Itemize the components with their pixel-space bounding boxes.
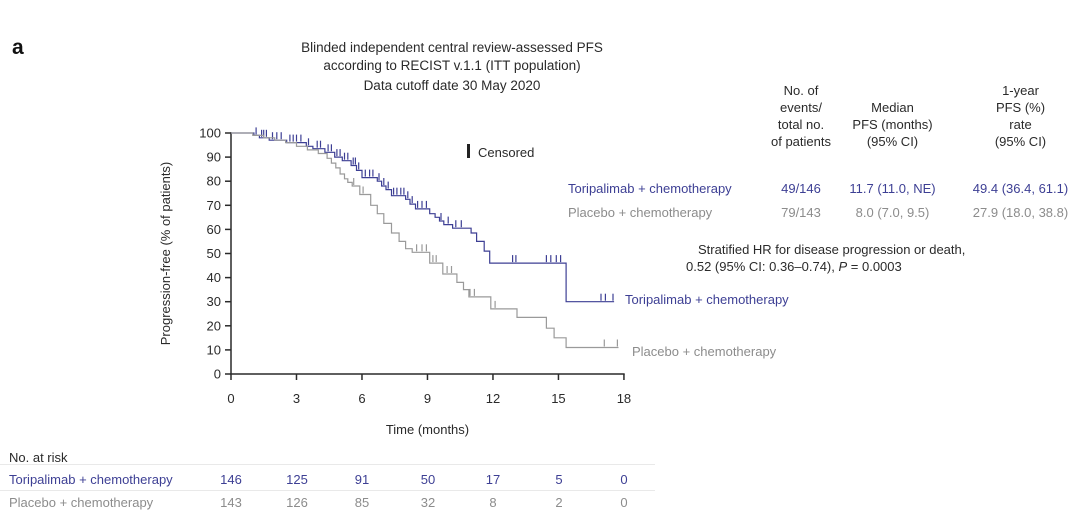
- risk-count: 5: [555, 472, 563, 487]
- risk-count: 0: [620, 495, 628, 510]
- risk-row-label-placebo: Placebo + chemotherapy: [9, 495, 154, 510]
- y-tick-label: 10: [207, 342, 221, 357]
- hr-note-p-symbol: P: [838, 259, 848, 274]
- summary-row-label-toripalimab: Toripalimab + chemotherapy: [568, 181, 732, 196]
- chart-title: Blinded independent central review-asses…: [192, 39, 712, 95]
- risk-table-rule: [0, 490, 655, 491]
- risk-count: 91: [354, 472, 370, 487]
- summary-header-median-pfs: Median PFS (months) (95% CI): [852, 100, 933, 149]
- y-tick-label: 90: [207, 150, 221, 165]
- x-tick-label: 15: [551, 391, 565, 406]
- censored-tick-icon: [467, 144, 470, 158]
- chart-title-line1: Blinded independent central review-asses…: [301, 40, 603, 55]
- risk-count: 0: [620, 472, 628, 487]
- hr-note-line2: 0.52 (95% CI: 0.36–0.74), P = 0.0003: [686, 258, 902, 275]
- y-tick-label: 20: [207, 318, 221, 333]
- curve-label-placebo: Placebo + chemotherapy: [632, 344, 777, 359]
- risk-count: 143: [220, 495, 242, 510]
- summary-1yr-toripalimab: 49.4 (36.4, 61.1): [972, 181, 1069, 196]
- summary-header-1yr-rate: 1-year PFS (%) rate (95% CI): [994, 83, 1047, 149]
- hr-note-p-value: = 0.0003: [847, 259, 902, 274]
- y-tick-label: 40: [207, 270, 221, 285]
- risk-table-title: No. at risk: [9, 450, 68, 465]
- curve-label-toripalimab: Toripalimab + chemotherapy: [625, 292, 789, 307]
- summary-header-events: No. of events/ total no. of patients: [771, 83, 831, 149]
- hr-note-line1: Stratified HR for disease progression or…: [698, 242, 966, 257]
- chart-subtitle: Data cutoff date 30 May 2020: [363, 78, 541, 93]
- y-tick-label: 60: [207, 222, 221, 237]
- x-tick-label: 0: [227, 391, 234, 406]
- risk-table-rule: [0, 464, 655, 465]
- risk-count: 8: [489, 495, 497, 510]
- risk-row-label-toripalimab: Toripalimab + chemotherapy: [9, 472, 173, 487]
- x-tick-label: 18: [617, 391, 631, 406]
- x-tick-label: 12: [486, 391, 500, 406]
- risk-count: 17: [485, 472, 501, 487]
- summary-row-label-placebo: Placebo + chemotherapy: [568, 205, 713, 220]
- y-tick-label: 0: [214, 367, 221, 382]
- x-tick-label: 3: [293, 391, 300, 406]
- risk-count: 2: [555, 495, 563, 510]
- risk-count: 32: [420, 495, 436, 510]
- y-tick-label: 30: [207, 294, 221, 309]
- risk-count: 85: [354, 495, 370, 510]
- summary-median-placebo: 8.0 (7.0, 9.5): [855, 205, 930, 220]
- y-tick-label: 100: [199, 126, 221, 141]
- y-tick-label: 50: [207, 246, 221, 261]
- km-curve-placebo: [231, 132, 619, 349]
- chart-title-line2: according to RECIST v.1.1 (ITT populatio…: [323, 58, 581, 73]
- y-axis-title: Progression-free (% of patients): [158, 162, 173, 346]
- censored-legend-label: Censored: [478, 145, 535, 160]
- km-plot: 0 10 20 30 40 50 60 70 80 90 100 0 3 6 9 12 15 18 Time (mo…: [158, 126, 631, 438]
- km-curve-toripalimab: [231, 132, 615, 303]
- summary-1yr-placebo: 27.9 (18.0, 38.8): [972, 205, 1069, 220]
- risk-count: 125: [286, 472, 308, 487]
- x-tick-label: 6: [358, 391, 365, 406]
- x-tick-label: 9: [424, 391, 431, 406]
- x-axis-title: Time (months): [386, 422, 469, 437]
- summary-median-toripalimab: 11.7 (11.0, NE): [849, 181, 936, 196]
- panel-label: a: [12, 36, 24, 59]
- risk-count: 126: [286, 495, 308, 510]
- risk-count: 50: [420, 472, 436, 487]
- y-tick-label: 70: [207, 198, 221, 213]
- summary-events-toripalimab: 49/146: [781, 181, 821, 196]
- hr-note-value: 0.52 (95% CI: 0.36–0.74),: [686, 259, 839, 274]
- risk-count: 146: [220, 472, 242, 487]
- summary-events-placebo: 79/143: [781, 205, 821, 220]
- y-tick-label: 80: [207, 174, 221, 189]
